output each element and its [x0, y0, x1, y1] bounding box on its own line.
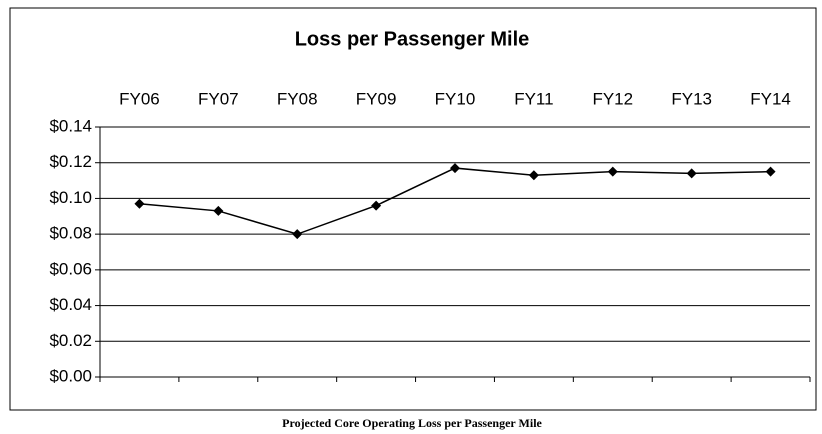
marker — [213, 205, 224, 216]
x-tick-label: FY13 — [671, 89, 712, 108]
chart-title: Loss per Passenger Mile — [295, 28, 530, 50]
marker — [371, 200, 382, 211]
marker — [528, 170, 539, 181]
marker — [292, 229, 303, 240]
marker — [450, 163, 460, 174]
y-tick-label: $0.06 — [49, 259, 92, 278]
y-tick-label: $0.08 — [49, 224, 92, 243]
x-tick-label: FY08 — [277, 89, 318, 108]
x-tick-label: FY14 — [750, 89, 791, 108]
y-tick-label: $0.04 — [49, 295, 92, 314]
y-tick-label: $0.00 — [49, 366, 92, 385]
marker — [134, 198, 145, 209]
y-tick-label: $0.12 — [49, 152, 92, 171]
x-tick-label: FY06 — [119, 89, 160, 108]
x-tick-label: FY11 — [514, 89, 553, 108]
marker — [765, 166, 776, 177]
x-tick-label: FY10 — [435, 89, 476, 108]
marker — [607, 166, 618, 177]
y-tick-label: $0.02 — [49, 331, 92, 350]
y-tick-label: $0.14 — [49, 116, 92, 135]
x-tick-label: FY09 — [356, 89, 397, 108]
marker — [686, 168, 697, 179]
x-tick-label: FY12 — [592, 89, 633, 108]
caption: Projected Core Operating Loss per Passen… — [282, 416, 542, 430]
chart-frame — [9, 7, 817, 411]
x-tick-label: FY07 — [198, 89, 239, 108]
y-tick-label: $0.10 — [49, 188, 92, 207]
